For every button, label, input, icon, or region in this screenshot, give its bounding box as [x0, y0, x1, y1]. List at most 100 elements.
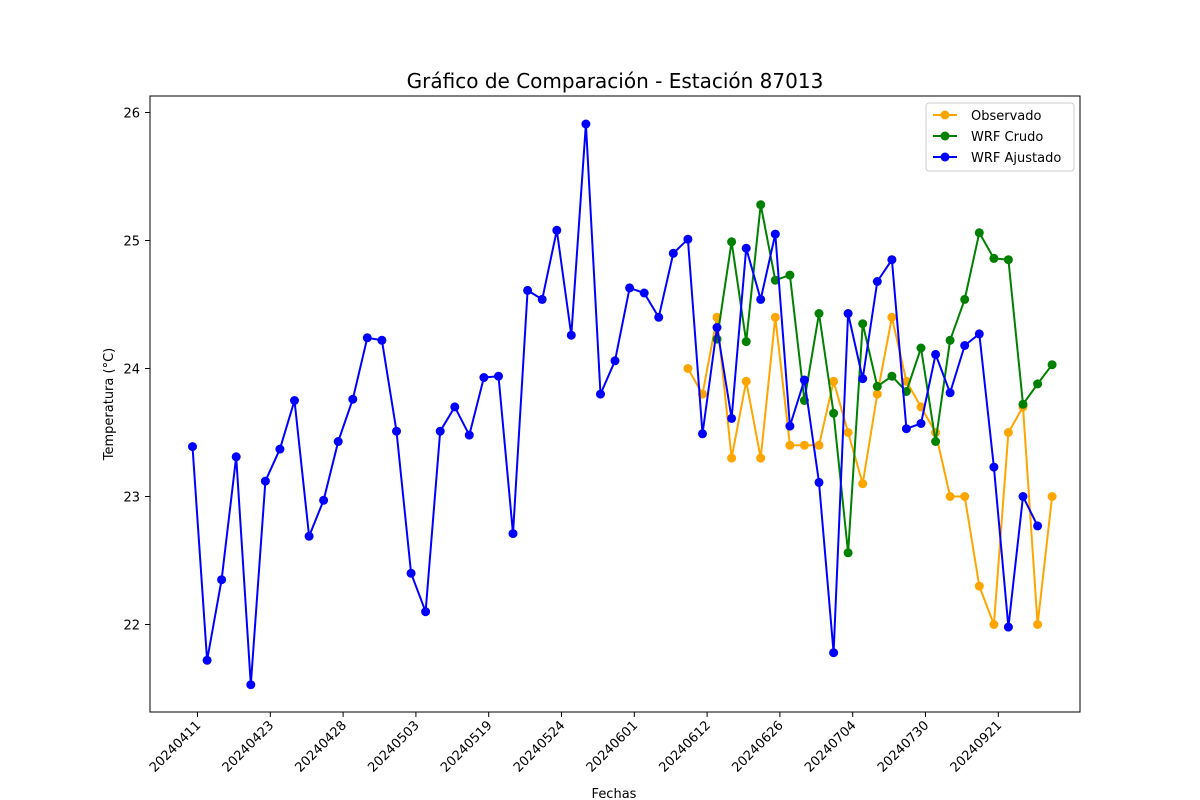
- x-tick-label: 20240411: [147, 718, 204, 775]
- data-point: [610, 356, 620, 366]
- data-point: [377, 335, 387, 345]
- data-point: [872, 277, 882, 286]
- data-point: [974, 228, 984, 238]
- data-point: [260, 476, 270, 486]
- legend-box: [925, 102, 1075, 172]
- series-line: [191, 123, 1039, 686]
- legend-entry: WRF Ajustado: [933, 151, 1061, 166]
- data-point: [552, 225, 562, 235]
- data-point: [989, 253, 999, 263]
- data-point: [887, 371, 897, 381]
- x-axis: 20240411 20240423 20240428 20240503 20240519…: [147, 712, 1005, 776]
- data-point: [581, 119, 591, 129]
- y-axis: 22 23 24 25 26: [123, 107, 150, 634]
- data-point: [843, 548, 853, 558]
- x-tick-label: 20240730: [875, 718, 932, 775]
- data-point: [333, 437, 343, 446]
- series-line: [716, 203, 1053, 554]
- data-point: [931, 349, 941, 359]
- data-point: [872, 381, 882, 391]
- data-point: [275, 444, 285, 454]
- data-point: [348, 394, 358, 404]
- data-point: [188, 442, 197, 452]
- legend-marker: [940, 131, 950, 141]
- x-tick-label: 20240626: [729, 718, 786, 775]
- data-point: [858, 319, 868, 329]
- data-point: [887, 312, 897, 322]
- data-point: [858, 374, 868, 384]
- data-point: [931, 437, 941, 446]
- legend-marker: [940, 152, 950, 162]
- data-point: [304, 531, 314, 541]
- data-point: [683, 234, 693, 244]
- data-point: [945, 388, 955, 398]
- data-point: [770, 229, 780, 239]
- x-tick-label: 20240503: [365, 718, 422, 775]
- y-tick-label: 23: [123, 491, 140, 506]
- data-point: [494, 371, 503, 381]
- data-point: [727, 237, 737, 247]
- x-tick-label: 20240519: [438, 718, 495, 775]
- data-point: [887, 255, 897, 265]
- data-point: [799, 375, 809, 385]
- x-tick-label: 20240423: [220, 718, 277, 775]
- data-point: [799, 440, 809, 450]
- data-point: [974, 329, 984, 339]
- data-point: [625, 283, 635, 293]
- data-point: [989, 620, 999, 629]
- legend-label: WRF Crudo: [971, 130, 1043, 145]
- data-point: [858, 479, 868, 489]
- data-point: [756, 294, 766, 304]
- series-wrf-ajustado: [188, 119, 1043, 690]
- data-point: [770, 312, 780, 322]
- legend-entry: WRF Crudo: [933, 130, 1043, 145]
- data-point: [1018, 399, 1028, 409]
- legend-marker: [940, 110, 950, 120]
- series-observado: [683, 312, 1057, 629]
- data-point: [741, 243, 751, 253]
- y-tick-label: 22: [123, 619, 140, 634]
- data-point: [916, 419, 926, 428]
- data-point: [843, 428, 853, 437]
- data-point: [202, 655, 212, 665]
- data-point: [362, 333, 372, 343]
- data-point: [246, 680, 256, 690]
- data-point: [1003, 622, 1013, 632]
- data-point: [1018, 492, 1028, 501]
- data-point: [741, 376, 751, 386]
- data-point: [960, 341, 970, 350]
- data-point: [523, 285, 533, 295]
- data-point: [785, 270, 795, 280]
- data-point: [829, 408, 839, 418]
- data-point: [217, 575, 227, 585]
- y-tick-label: 26: [123, 107, 140, 122]
- plot-area: [149, 95, 1081, 713]
- data-point: [1033, 521, 1043, 531]
- data-point: [698, 429, 707, 439]
- data-point: [450, 402, 460, 412]
- data-point: [741, 337, 751, 347]
- legend-label: WRF Ajustado: [971, 151, 1061, 166]
- data-point: [756, 453, 766, 463]
- legend: Observado WRF Crudo WRF Ajustado: [925, 102, 1075, 172]
- legend-label: Observado: [971, 109, 1042, 124]
- data-point: [1047, 360, 1057, 370]
- x-tick-label: 20240612: [657, 718, 714, 775]
- data-point: [435, 426, 445, 436]
- data-point: [785, 421, 795, 431]
- data-point: [872, 389, 882, 399]
- data-point: [756, 200, 766, 210]
- y-tick-label: 25: [123, 235, 140, 250]
- data-point: [290, 396, 299, 405]
- data-point: [814, 309, 824, 318]
- data-point: [1003, 428, 1013, 437]
- data-point: [479, 373, 489, 382]
- series-wrf-crudo: [712, 200, 1057, 558]
- data-point: [945, 335, 955, 345]
- data-point: [712, 323, 722, 332]
- data-point: [1047, 492, 1057, 501]
- data-point: [974, 581, 984, 591]
- data-point: [596, 389, 605, 399]
- data-point: [727, 413, 737, 423]
